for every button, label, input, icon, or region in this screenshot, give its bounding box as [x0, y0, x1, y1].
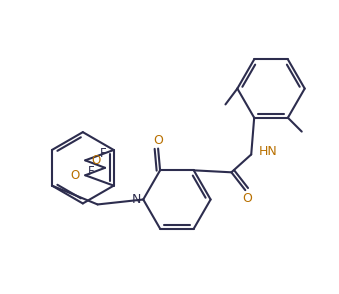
Text: HN: HN [259, 145, 278, 158]
Text: F: F [88, 165, 95, 178]
Text: O: O [70, 169, 79, 182]
Text: O: O [91, 154, 100, 167]
Text: F: F [100, 147, 106, 160]
Text: O: O [153, 134, 163, 147]
Text: N: N [132, 193, 141, 206]
Text: O: O [242, 192, 252, 205]
